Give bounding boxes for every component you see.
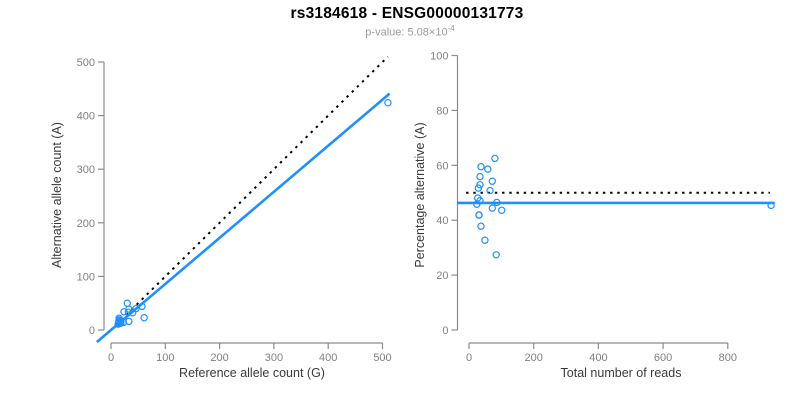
- right-data-point: [484, 165, 492, 173]
- right-data-point: [475, 211, 483, 219]
- left-data-point: [138, 302, 146, 311]
- right-x-axis-label: Total number of reads: [560, 366, 682, 380]
- left-x-tick-label: 400: [319, 352, 337, 364]
- left-data-point: [124, 308, 133, 316]
- left-x-tick-label: 0: [108, 352, 114, 364]
- right-y-tick-label: 0: [442, 325, 448, 337]
- left-data-point: [140, 314, 148, 322]
- left-x-tick-label: 300: [265, 352, 283, 364]
- left-y-tick-label: 500: [77, 57, 95, 69]
- left-x-axis-label: Reference allele count (G): [179, 366, 325, 380]
- left-data-point: [125, 317, 133, 326]
- figure-subtitle: p-value: 5.08×10-4: [10, 24, 800, 39]
- right-x-tick-label: 600: [654, 352, 672, 364]
- right-x-tick-label: 200: [525, 352, 543, 364]
- right-data-point: [476, 172, 484, 181]
- right-y-tick-label: 80: [436, 105, 448, 117]
- right-data-point: [491, 154, 499, 163]
- left-y-axis-label: Alternative allele count (A): [50, 122, 64, 268]
- right-data-point: [488, 177, 496, 185]
- left-y-tick-label: 300: [77, 164, 95, 176]
- right-data-point: [473, 200, 481, 208]
- left-data-point: [117, 319, 125, 327]
- right-data-point: [474, 184, 483, 192]
- right-data-point: [488, 204, 496, 212]
- left-y-tick-label: 100: [77, 271, 95, 283]
- right-data-point: [481, 236, 489, 244]
- left-identity-line: [110, 55, 389, 331]
- left-x-tick-label: 500: [373, 352, 391, 364]
- right-y-tick-label: 20: [436, 270, 448, 282]
- left-y-tick-label: 200: [77, 218, 95, 230]
- figure-title: rs3184618 - ENSG00000131773: [290, 5, 524, 22]
- left-x-tick-label: 100: [156, 352, 174, 364]
- left-data-point: [123, 299, 132, 307]
- right-y-tick-label: 100: [430, 51, 448, 63]
- right-data-point: [498, 206, 506, 214]
- left-data-point: [128, 309, 137, 317]
- right-data-point: [486, 186, 494, 195]
- left-fit-line: [96, 92, 391, 343]
- left-data-point: [384, 98, 392, 107]
- right-data-point: [492, 251, 500, 259]
- left-data-point: [125, 305, 133, 313]
- right-y-axis-label: Percentage alternative (A): [413, 122, 427, 268]
- right-data-point: [493, 198, 501, 207]
- pvalue-exponent: -4: [447, 24, 455, 33]
- left-x-tick-label: 200: [210, 352, 228, 364]
- right-y-tick-label: 40: [436, 215, 448, 227]
- left-data-point: [119, 318, 128, 327]
- right-x-tick-label: 0: [466, 352, 472, 364]
- right-data-point: [477, 222, 485, 230]
- right-data-point: [767, 201, 775, 210]
- left-y-tick-label: 0: [89, 325, 95, 337]
- left-y-tick-label: 400: [77, 111, 95, 123]
- right-data-point: [477, 162, 485, 171]
- pvalue-text: p-value: 5.08×10: [365, 26, 448, 39]
- right-x-tick-label: 800: [719, 352, 737, 364]
- right-y-tick-label: 60: [436, 160, 448, 172]
- right-x-tick-label: 400: [589, 352, 607, 364]
